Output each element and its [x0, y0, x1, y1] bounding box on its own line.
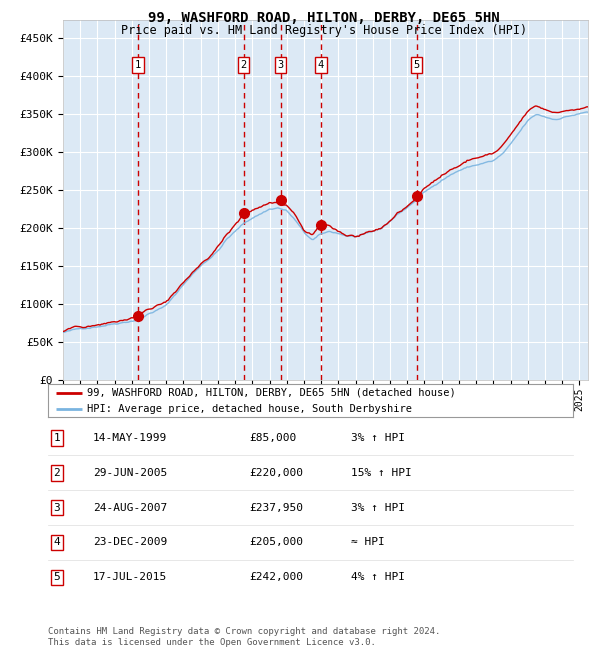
Text: Price paid vs. HM Land Registry's House Price Index (HPI): Price paid vs. HM Land Registry's House …	[121, 24, 527, 37]
Text: 3% ↑ HPI: 3% ↑ HPI	[351, 433, 405, 443]
Text: 4: 4	[53, 538, 61, 547]
Text: 3% ↑ HPI: 3% ↑ HPI	[351, 502, 405, 513]
Text: 24-AUG-2007: 24-AUG-2007	[93, 502, 167, 513]
Text: Contains HM Land Registry data © Crown copyright and database right 2024.
This d: Contains HM Land Registry data © Crown c…	[48, 627, 440, 647]
Text: £85,000: £85,000	[249, 433, 296, 443]
Text: 15% ↑ HPI: 15% ↑ HPI	[351, 468, 412, 478]
Text: HPI: Average price, detached house, South Derbyshire: HPI: Average price, detached house, Sout…	[88, 404, 412, 414]
Text: 14-MAY-1999: 14-MAY-1999	[93, 433, 167, 443]
Text: 4% ↑ HPI: 4% ↑ HPI	[351, 573, 405, 582]
Text: 1: 1	[53, 433, 61, 443]
Text: 5: 5	[413, 60, 419, 70]
Text: £220,000: £220,000	[249, 468, 303, 478]
Text: 23-DEC-2009: 23-DEC-2009	[93, 538, 167, 547]
Text: 3: 3	[278, 60, 284, 70]
Text: £242,000: £242,000	[249, 573, 303, 582]
Text: 2: 2	[241, 60, 247, 70]
Text: 29-JUN-2005: 29-JUN-2005	[93, 468, 167, 478]
Text: 1: 1	[135, 60, 142, 70]
Text: 17-JUL-2015: 17-JUL-2015	[93, 573, 167, 582]
Text: 99, WASHFORD ROAD, HILTON, DERBY, DE65 5HN: 99, WASHFORD ROAD, HILTON, DERBY, DE65 5…	[148, 11, 500, 25]
Text: ≈ HPI: ≈ HPI	[351, 538, 385, 547]
Text: £237,950: £237,950	[249, 502, 303, 513]
Text: 99, WASHFORD ROAD, HILTON, DERBY, DE65 5HN (detached house): 99, WASHFORD ROAD, HILTON, DERBY, DE65 5…	[88, 387, 456, 398]
Text: 5: 5	[53, 573, 61, 582]
Text: 2: 2	[53, 468, 61, 478]
Text: 4: 4	[318, 60, 324, 70]
Text: £205,000: £205,000	[249, 538, 303, 547]
Text: 3: 3	[53, 502, 61, 513]
